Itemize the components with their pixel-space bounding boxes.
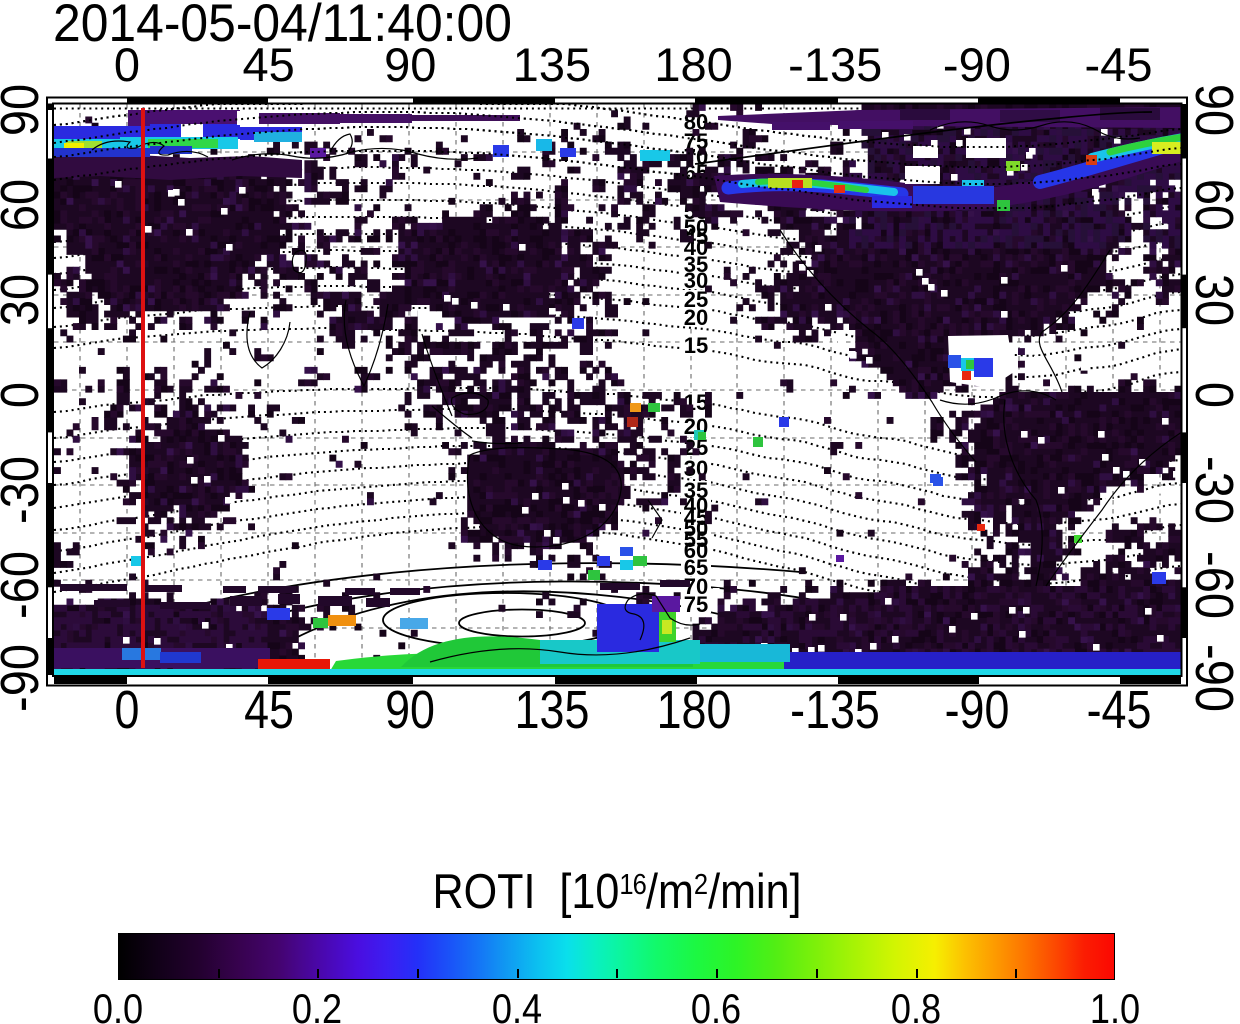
svg-text:25: 25 [684,287,708,312]
svg-text:60: 60 [684,538,708,563]
svg-text:75: 75 [684,592,708,617]
svg-text:35: 35 [684,252,708,277]
svg-text:50: 50 [684,516,708,541]
svg-text:55: 55 [684,527,708,552]
svg-text:20: 20 [684,305,708,330]
svg-text:30: 30 [684,268,708,293]
svg-text:40: 40 [684,493,708,518]
svg-text:65: 65 [684,555,708,580]
svg-text:45: 45 [684,505,708,530]
svg-text:15: 15 [684,333,708,358]
svg-text:35: 35 [684,478,708,503]
